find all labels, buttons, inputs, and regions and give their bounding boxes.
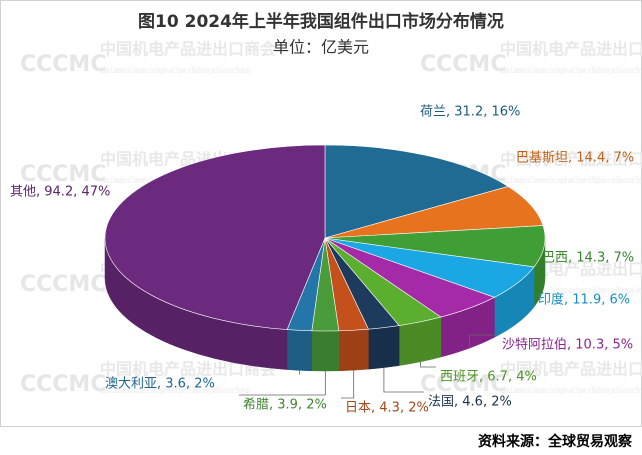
watermark-logo: CCCMC	[20, 52, 106, 77]
pie: 荷兰, 31.2, 16% 巴基斯坦, 14.4, 7% 巴西, 14.3, 7% 印…	[10, 105, 634, 416]
data-label: 希腊, 3.9, 2%	[243, 398, 327, 413]
watermark-english: China Chamber of Commerce for Import and…	[100, 385, 250, 395]
leader-line	[469, 334, 498, 349]
data-label: 日本, 4.3, 2%	[345, 401, 429, 416]
slice-side	[286, 329, 313, 372]
watermark-name: 中国机电产品进出口商会	[500, 360, 642, 379]
watermark-logo: CCCMC	[20, 162, 106, 187]
data-label: 西班牙, 6.7, 4%	[440, 370, 537, 385]
leader-line	[299, 370, 300, 375]
slice-side	[368, 325, 400, 370]
data-label: 其他, 94.2, 47%	[10, 185, 110, 200]
watermark-name: 中国机电产品进出口商会	[100, 40, 276, 59]
leader-line	[239, 370, 326, 396]
watermark-name: 中国机电产品进出口商会	[500, 40, 642, 59]
watermark-logo: CCCMC	[20, 272, 106, 297]
chart-title: 图10 2024年上半年我国组件出口市场分布情况	[138, 11, 504, 32]
watermark-logo: CCCMC	[20, 372, 106, 397]
source: 资料来源：全球贸易观察	[478, 433, 633, 450]
slice	[324, 225, 546, 268]
watermark-name: 中国机电产品进出口商会	[500, 150, 642, 169]
leader-line	[341, 370, 355, 399]
watermark-logo: CCCMC	[420, 52, 506, 77]
slice-side	[338, 328, 369, 372]
chart-subtitle: 单位：亿美元	[273, 38, 369, 57]
leader-line	[420, 361, 436, 368]
watermark-name: 中国机电产品进出口商会	[100, 360, 276, 379]
leader-line	[383, 367, 424, 393]
data-label: 沙特阿拉伯, 10.3, 5%	[502, 338, 633, 353]
slice	[324, 144, 509, 239]
data-label: 巴基斯坦, 14.4, 7%	[516, 151, 634, 166]
slice	[104, 144, 326, 330]
data-label: 荷兰, 31.2, 16%	[420, 105, 520, 120]
watermark-english: China Chamber of Commerce for Import and…	[500, 385, 642, 395]
watermark-english: China Chamber of Commerce for Import and…	[500, 285, 642, 295]
data-label: 澳大利亚, 3.6, 2%	[105, 376, 215, 392]
data-label: 法国, 4.6, 2%	[428, 395, 512, 410]
data-label: 印度, 11.9, 6%	[538, 292, 630, 308]
slice-side	[311, 330, 340, 372]
data-label: 巴西, 14.3, 7%	[542, 251, 634, 266]
slice	[324, 186, 544, 239]
watermark-english: China Chamber of Commerce for Import and…	[500, 65, 642, 75]
watermark-english: China Chamber of Commerce for Import and…	[100, 65, 250, 75]
watermark-logo: CCCMC	[420, 372, 506, 397]
watermark-english: China Chamber of Commerce for Import and…	[500, 175, 642, 185]
